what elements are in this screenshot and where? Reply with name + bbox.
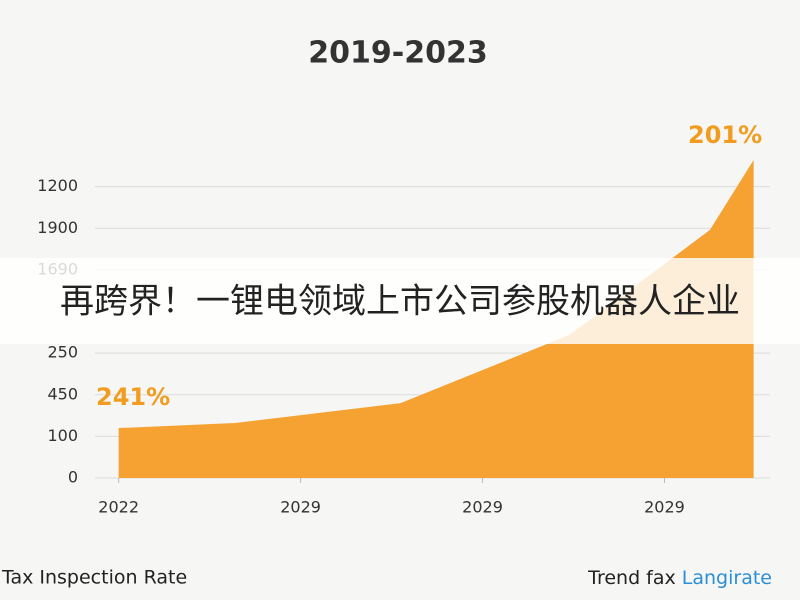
- chart-title: 2019-2023: [308, 36, 487, 71]
- banner-bg: [0, 258, 800, 344]
- footer-brand: Langirate: [682, 567, 772, 589]
- x-tick-label: 2029: [280, 498, 321, 517]
- y-tick-label: 450: [47, 384, 78, 403]
- x-tick-label: 2022: [98, 498, 139, 517]
- x-tick-label: 2029: [644, 498, 685, 517]
- y-tick-label: 100: [47, 426, 78, 445]
- annotation: 241%: [96, 383, 170, 411]
- area: [118, 159, 754, 479]
- y-tick-label: 250: [47, 343, 78, 362]
- y-tick-label: 1900: [37, 218, 78, 237]
- banner-text: 再跨界！一锂电领域上市公司参股机器人企业: [60, 282, 740, 322]
- y-tick-label: 1200: [37, 176, 78, 195]
- footer-left: Tax Inspection Rate: [1, 567, 187, 589]
- footer-text: Trend fax: [587, 567, 682, 589]
- annotation: 201%: [688, 121, 762, 149]
- x-tick-label: 2029: [462, 498, 503, 517]
- y-tick-label: 0: [68, 468, 78, 487]
- footer-right: Trend fax Langirate: [587, 567, 772, 589]
